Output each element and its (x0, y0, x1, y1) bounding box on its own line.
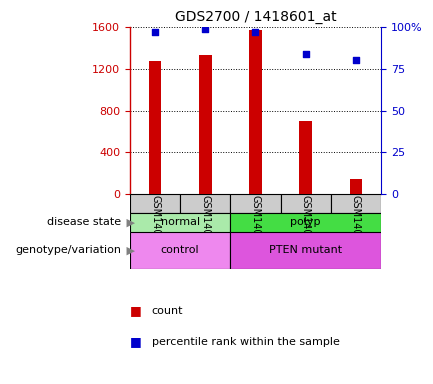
Bar (180, 194, 230, 213)
Bar (130, 213, 230, 232)
Bar (149, 61, 162, 194)
Bar (300, 121, 312, 194)
Text: polyp: polyp (291, 217, 321, 227)
Bar (130, 232, 230, 269)
Title: GDS2700 / 1418601_at: GDS2700 / 1418601_at (174, 10, 336, 25)
Bar (230, 194, 281, 213)
Point (302, 51, 309, 57)
Bar (249, 30, 262, 194)
Point (202, 25, 209, 31)
Text: disease state: disease state (47, 217, 121, 227)
Bar (230, 232, 381, 269)
Bar (230, 213, 381, 232)
Text: GSM140813: GSM140813 (250, 195, 261, 254)
Bar (281, 194, 331, 213)
Bar (331, 194, 381, 213)
Text: ▶: ▶ (123, 245, 136, 255)
Text: GSM140816: GSM140816 (200, 195, 210, 254)
Point (152, 29, 158, 35)
Text: percentile rank within the sample: percentile rank within the sample (152, 337, 339, 347)
Text: ▶: ▶ (123, 217, 136, 227)
Text: normal: normal (161, 217, 200, 227)
Text: GSM140817: GSM140817 (301, 195, 311, 254)
Point (252, 29, 259, 35)
Bar (199, 55, 212, 194)
Text: GSM140792: GSM140792 (150, 195, 160, 254)
Text: ■: ■ (130, 335, 142, 348)
Text: ■: ■ (130, 305, 142, 318)
Text: genotype/variation: genotype/variation (15, 245, 121, 255)
Bar (130, 194, 180, 213)
Text: control: control (161, 245, 200, 255)
Text: PTEN mutant: PTEN mutant (269, 245, 342, 255)
Text: count: count (152, 306, 183, 316)
Text: GSM140818: GSM140818 (351, 195, 361, 254)
Point (352, 57, 359, 63)
Bar (350, 179, 362, 194)
